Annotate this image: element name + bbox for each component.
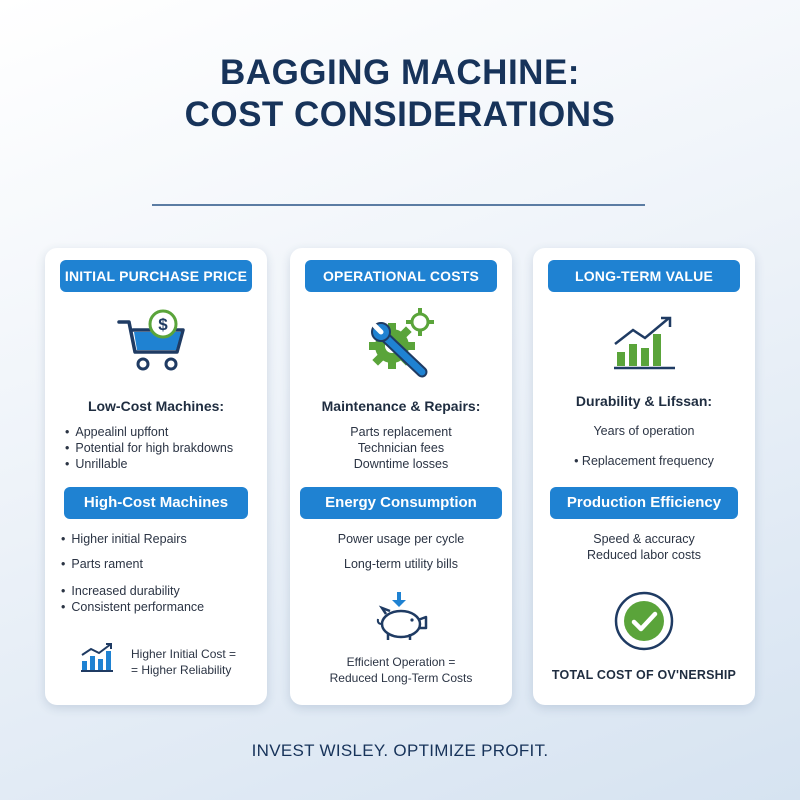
card-1-footer: Higher Initial Cost = = Higher Reliabili… (131, 646, 251, 678)
title-divider (152, 204, 645, 206)
production-efficiency-pill: Production Efficiency (550, 487, 738, 519)
list-item: Technician fees (357, 441, 445, 455)
list-item: Increased durability (61, 583, 204, 599)
list-item: Consistent performance (61, 599, 204, 615)
footer-line: = Higher Reliability (131, 663, 232, 677)
list-item: Parts replacement (350, 425, 452, 439)
list-item: Unrillable (65, 456, 233, 472)
piggy-bank-icon (376, 592, 428, 640)
list-item: Speed & accuracy (593, 532, 695, 546)
maintenance-repairs-heading: Maintenance & Repairs: (321, 398, 481, 414)
check-circle-icon (614, 591, 674, 651)
durability-line-2: • Replacement frequency (574, 454, 714, 468)
title-line-1: BAGGING MACHINE: (220, 53, 580, 92)
card-header-initial-purchase-price: INITIAL PURCHASE PRICE (60, 260, 252, 292)
total-cost-of-ownership: TOTAL COST OF OV'NERSHIP (551, 668, 737, 682)
card-2-footer: Efficient Operation = Reduced Long-Term … (290, 654, 512, 686)
energy-line-2: Long-term utility bills (344, 557, 458, 571)
rising-bar-chart-icon (81, 643, 113, 672)
list-item: Downtime losses (353, 457, 449, 471)
footer-line: Reduced Long-Term Costs (329, 671, 473, 685)
energy-line-1: Power usage per cycle (337, 532, 465, 546)
card-header-operational-costs: OPERATIONAL COSTS (305, 260, 497, 292)
title-line-2: COST CONSIDERATIONS (184, 95, 616, 134)
card-initial-purchase-price: INITIAL PURCHASE PRICE $ Low-Cost Machin… (45, 248, 267, 705)
tagline: INVEST WISLEY. OPTIMIZE PROFIT. (251, 741, 549, 760)
growth-chart-icon (614, 316, 675, 370)
svg-text:$: $ (158, 315, 168, 334)
card-operational-costs: OPERATIONAL COSTS Maintenance & Repai (290, 248, 512, 705)
shopping-cart-dollar-icon: $ (117, 309, 185, 371)
page-title: BAGGING MACHINE: COST CONSIDERATIONS (0, 52, 800, 136)
high-cost-bullets-a: Higher initial Repairs (61, 531, 186, 547)
card-header-long-term-value: LONG-TERM VALUE (548, 260, 740, 292)
list-item: Parts rament (61, 556, 143, 572)
energy-consumption-pill: Energy Consumption (300, 487, 502, 519)
durability-line-1: Years of operation (593, 424, 695, 438)
low-cost-machines-heading: Low-Cost Machines: (87, 398, 225, 414)
footer-line: Higher Initial Cost = (131, 647, 237, 661)
high-cost-bullets-c: Increased durability Consistent performa… (61, 583, 204, 615)
high-cost-machines-pill: High-Cost Machines (64, 487, 248, 519)
efficiency-lines: Speed & accuracy Reduced labor costs (533, 531, 755, 563)
gears-wrench-icon (369, 308, 434, 378)
footer-line: Efficient Operation = (346, 655, 456, 669)
low-cost-bullets: Appealinl upffont Potential for high bra… (65, 424, 233, 472)
high-cost-bullets-b: Parts rament (61, 556, 143, 572)
card-long-term-value: LONG-TERM VALUE Durability & Lifssan: Ye… (533, 248, 755, 705)
maintenance-lines: Parts replacement Technician fees Downti… (290, 424, 512, 472)
list-item: Potential for high brakdowns (65, 440, 233, 456)
list-item: Higher initial Repairs (61, 531, 186, 547)
list-item: Appealinl upffont (65, 424, 233, 440)
list-item: Reduced labor costs (587, 548, 701, 562)
durability-heading: Durability & Lifssan: (575, 393, 713, 409)
